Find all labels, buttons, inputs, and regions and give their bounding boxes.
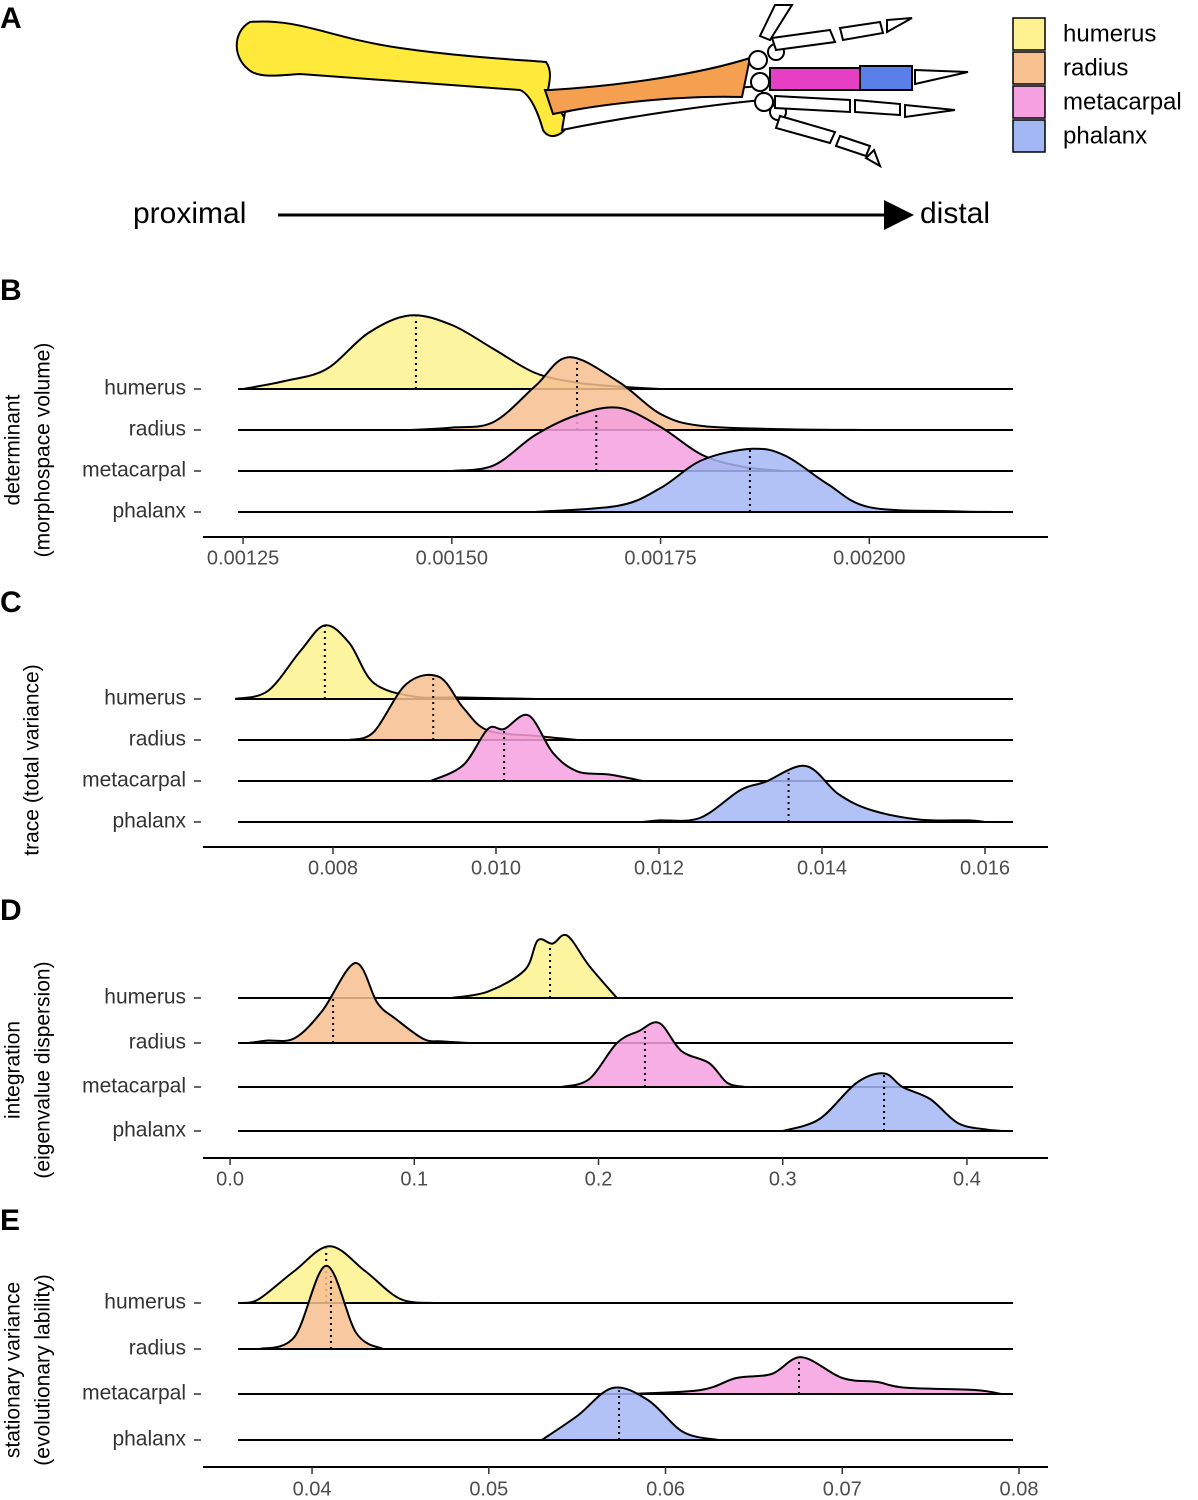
density-ridge <box>450 933 620 999</box>
y-tick-label: radius <box>129 1337 186 1360</box>
bone-illustration <box>235 4 969 169</box>
x-tick-label: 0.00175 <box>624 547 696 569</box>
density-ridge <box>241 1245 436 1304</box>
panel-letter: D <box>0 894 22 927</box>
y-tick-label: radius <box>129 418 186 441</box>
legend-label: radius <box>1063 54 1128 81</box>
y-tick-label: phalanx <box>112 810 186 833</box>
x-tick-label: 0.00150 <box>416 547 488 569</box>
y-tick-label: phalanx <box>112 1119 186 1142</box>
x-tick-label: 0.010 <box>471 857 521 879</box>
x-tick-label: 0.0 <box>216 1168 244 1190</box>
density-ridge <box>258 1264 387 1350</box>
density-ridge <box>630 1356 1002 1395</box>
x-tick-label: 0.016 <box>960 857 1010 879</box>
panel-letter: E <box>0 1204 20 1237</box>
y-tick-label: humerus <box>104 687 186 710</box>
y-axis-title: (morphospace volume) <box>32 343 55 558</box>
x-tick-label: 0.05 <box>469 1478 508 1500</box>
legend-swatch <box>1012 85 1046 119</box>
y-tick-label: metacarpal <box>82 459 186 482</box>
end-label: distal <box>920 197 990 230</box>
panel-letter: C <box>0 586 22 619</box>
x-tick-label: 0.3 <box>769 1168 797 1190</box>
panel-letter: B <box>0 274 22 307</box>
start-label: proximal <box>133 197 246 230</box>
legend-swatch <box>1012 119 1046 153</box>
x-tick-label: 0.06 <box>646 1478 685 1500</box>
density-ridge <box>410 356 870 431</box>
density-ridge <box>561 1021 747 1088</box>
y-axis-title: (evolutionary lability) <box>32 1274 55 1465</box>
density-ridge <box>535 447 995 513</box>
y-tick-label: radius <box>129 1031 186 1054</box>
x-tick-label: 0.07 <box>823 1478 862 1500</box>
legend-label: humerus <box>1063 20 1156 47</box>
y-tick-label: radius <box>129 728 186 751</box>
density-ridge <box>348 673 578 741</box>
x-tick-label: 0.008 <box>308 857 358 879</box>
y-tick-label: humerus <box>104 377 186 400</box>
legend-swatch <box>1012 17 1046 51</box>
density-ridge <box>538 1386 719 1441</box>
y-tick-label: humerus <box>104 1291 186 1314</box>
x-tick-label: 0.4 <box>953 1168 981 1190</box>
legend-label: metacarpal <box>1063 88 1182 115</box>
y-tick-label: metacarpal <box>82 1382 186 1405</box>
x-tick-label: 0.1 <box>400 1168 428 1190</box>
density-ridge <box>248 962 470 1044</box>
charts: 0.00125 0.00150 0.00175 0.00200 determinant (… <box>2 314 1048 1500</box>
y-tick-label: phalanx <box>112 1428 186 1451</box>
density-ridge <box>234 624 537 700</box>
y-tick-label: metacarpal <box>82 769 186 792</box>
y-axis-title: determinant <box>2 394 25 505</box>
density-ridge <box>430 713 643 782</box>
y-tick-label: phalanx <box>112 500 186 523</box>
x-tick-label: 0.2 <box>585 1168 613 1190</box>
x-tick-label: 0.04 <box>293 1478 332 1500</box>
y-axis-title: stationary variance <box>2 1282 25 1458</box>
legend-swatch <box>1012 51 1046 85</box>
y-axis-title: integration <box>2 1021 25 1119</box>
x-tick-label: 0.014 <box>797 857 847 879</box>
panel-letter: A <box>0 2 22 35</box>
y-tick-label: metacarpal <box>82 1075 186 1098</box>
y-tick-label: humerus <box>104 986 186 1009</box>
x-tick-label: 0.00200 <box>833 547 905 569</box>
legend-label: phalanx <box>1063 122 1147 149</box>
legend: humerus radius metacarpal phalanx <box>1012 17 1182 153</box>
x-tick-label: 0.08 <box>1000 1478 1039 1500</box>
x-tick-label: 0.012 <box>634 857 684 879</box>
y-axis-title: (eigenvalue dispersion) <box>32 961 55 1178</box>
density-ridge <box>642 764 986 823</box>
density-ridge <box>782 1072 1004 1132</box>
x-tick-label: 0.00125 <box>207 547 279 569</box>
y-axis-title: trace (total variance) <box>21 664 44 855</box>
